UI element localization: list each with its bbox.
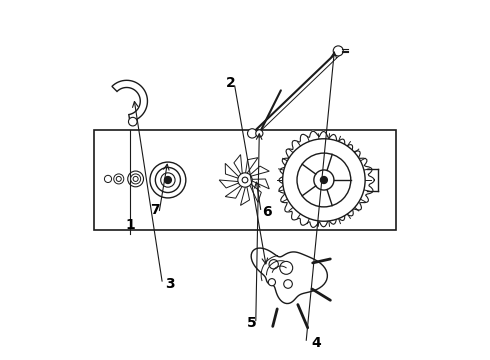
Polygon shape [279, 131, 374, 228]
Circle shape [269, 260, 278, 269]
Polygon shape [112, 80, 147, 122]
Text: 3: 3 [165, 277, 174, 291]
Circle shape [297, 153, 351, 207]
Circle shape [150, 162, 186, 198]
Polygon shape [249, 166, 270, 176]
Polygon shape [251, 179, 269, 189]
Text: 5: 5 [247, 316, 257, 330]
Text: 6: 6 [262, 205, 271, 219]
Text: 2: 2 [226, 76, 236, 90]
Circle shape [320, 176, 327, 184]
Circle shape [133, 176, 138, 181]
Polygon shape [245, 158, 258, 174]
Circle shape [280, 261, 293, 274]
Circle shape [333, 46, 343, 56]
Circle shape [242, 177, 248, 183]
Circle shape [114, 174, 124, 184]
Circle shape [247, 129, 257, 138]
Circle shape [238, 173, 252, 187]
Text: 1: 1 [125, 218, 135, 232]
Circle shape [161, 173, 175, 187]
Circle shape [284, 280, 293, 288]
Bar [95, 130, 395, 230]
Circle shape [314, 170, 334, 190]
Polygon shape [251, 248, 327, 303]
Polygon shape [225, 163, 239, 179]
Circle shape [128, 117, 137, 126]
Circle shape [269, 279, 275, 286]
Polygon shape [225, 185, 243, 198]
Polygon shape [249, 184, 261, 202]
Polygon shape [234, 154, 243, 175]
Circle shape [131, 174, 141, 184]
Circle shape [283, 139, 365, 221]
Circle shape [104, 175, 112, 183]
Text: 4: 4 [312, 336, 321, 350]
Circle shape [116, 176, 122, 181]
Polygon shape [241, 186, 249, 206]
Polygon shape [219, 180, 239, 188]
Circle shape [164, 176, 171, 184]
Circle shape [155, 167, 180, 193]
Circle shape [128, 171, 144, 187]
Text: 7: 7 [150, 203, 160, 217]
Circle shape [256, 130, 263, 137]
